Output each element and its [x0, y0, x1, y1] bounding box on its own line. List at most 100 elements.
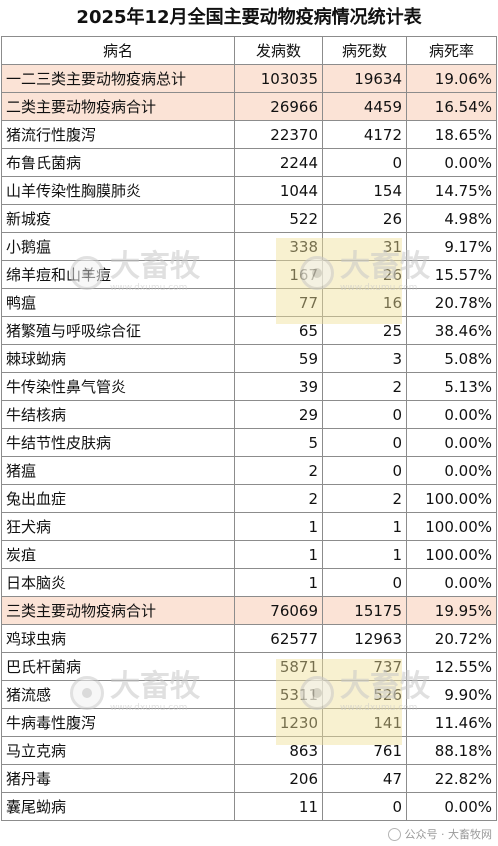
- cases-cell: 22370: [234, 120, 323, 149]
- cases-cell: 39: [234, 372, 323, 401]
- cases-cell: 522: [234, 204, 323, 233]
- disease-name-cell: 牛结节性皮肤病: [1, 428, 235, 457]
- disease-name-cell: 炭疽: [1, 540, 235, 569]
- deaths-cell: 1: [322, 540, 407, 569]
- table-row: 棘球蚴病 59 3 5.08%: [1, 344, 497, 373]
- disease-name-cell: 鸡球虫病: [1, 624, 235, 653]
- disease-name-cell: 猪流感: [1, 680, 235, 709]
- deaths-cell: 0: [322, 456, 407, 485]
- table-row: 绵羊痘和山羊痘 167 26 15.57%: [1, 260, 497, 289]
- deaths-cell: 154: [322, 176, 407, 205]
- disease-name-cell: 猪流行性腹泻: [1, 120, 235, 149]
- disease-name-cell: 山羊传染性胸膜肺炎: [1, 176, 235, 205]
- cases-cell: 1: [234, 540, 323, 569]
- table-row: 囊尾蚴病 11 0 0.00%: [1, 792, 497, 821]
- table-row: 猪流感 5311 526 9.90%: [1, 680, 497, 709]
- death-rate-cell: 9.90%: [406, 680, 497, 709]
- table-row: 巴氏杆菌病 5871 737 12.55%: [1, 652, 497, 681]
- death-rate-cell: 15.57%: [406, 260, 497, 289]
- death-rate-cell: 100.00%: [406, 540, 497, 569]
- cases-cell: 76069: [234, 596, 323, 625]
- header-row: 病名 发病数 病死数 病死率: [1, 36, 497, 65]
- deaths-cell: 0: [322, 568, 407, 597]
- header-deaths: 病死数: [322, 36, 407, 65]
- death-rate-cell: 18.65%: [406, 120, 497, 149]
- deaths-cell: 0: [322, 148, 407, 177]
- deaths-cell: 526: [322, 680, 407, 709]
- deaths-cell: 4459: [322, 92, 407, 121]
- death-rate-cell: 100.00%: [406, 512, 497, 541]
- cases-cell: 5871: [234, 652, 323, 681]
- table-row: 日本脑炎 1 0 0.00%: [1, 568, 497, 597]
- disease-name-cell: 牛传染性鼻气管炎: [1, 372, 235, 401]
- table-row: 小鹅瘟 338 31 9.17%: [1, 232, 497, 261]
- table-title: 2025年12月全国主要动物疫病情况统计表: [76, 7, 422, 28]
- death-rate-cell: 16.54%: [406, 92, 497, 121]
- deaths-cell: 2: [322, 372, 407, 401]
- table-row: 炭疽 1 1 100.00%: [1, 540, 497, 569]
- deaths-cell: 3: [322, 344, 407, 373]
- table-row: 牛结核病 29 0 0.00%: [1, 400, 497, 429]
- cases-cell: 11: [234, 792, 323, 821]
- cases-cell: 2: [234, 456, 323, 485]
- disease-name-cell: 棘球蚴病: [1, 344, 235, 373]
- table-row: 三类主要动物疫病合计 76069 15175 19.95%: [1, 596, 497, 625]
- table-row: 一二三类主要动物疫病总计 103035 19634 19.06%: [1, 64, 497, 93]
- disease-name-cell: 三类主要动物疫病合计: [1, 596, 235, 625]
- cases-cell: 167: [234, 260, 323, 289]
- deaths-cell: 15175: [322, 596, 407, 625]
- cases-cell: 77: [234, 288, 323, 317]
- death-rate-cell: 100.00%: [406, 484, 497, 513]
- death-rate-cell: 9.17%: [406, 232, 497, 261]
- disease-name-cell: 猪丹毒: [1, 764, 235, 793]
- disease-name-cell: 小鹅瘟: [1, 232, 235, 261]
- disease-name-cell: 巴氏杆菌病: [1, 652, 235, 681]
- disease-name-cell: 兔出血症: [1, 484, 235, 513]
- death-rate-cell: 4.98%: [406, 204, 497, 233]
- death-rate-cell: 22.82%: [406, 764, 497, 793]
- table-row: 狂犬病 1 1 100.00%: [1, 512, 497, 541]
- death-rate-cell: 19.06%: [406, 64, 497, 93]
- table-row: 布鲁氏菌病 2244 0 0.00%: [1, 148, 497, 177]
- disease-name-cell: 猪瘟: [1, 456, 235, 485]
- cases-cell: 62577: [234, 624, 323, 653]
- deaths-cell: 0: [322, 400, 407, 429]
- disease-name-cell: 牛结核病: [1, 400, 235, 429]
- cases-cell: 1044: [234, 176, 323, 205]
- footer-text: 公众号 · 大畜牧网: [404, 828, 493, 841]
- cases-cell: 59: [234, 344, 323, 373]
- table-row: 鸡球虫病 62577 12963 20.72%: [1, 624, 497, 653]
- death-rate-cell: 0.00%: [406, 792, 497, 821]
- deaths-cell: 141: [322, 708, 407, 737]
- deaths-cell: 0: [322, 792, 407, 821]
- disease-name-cell: 日本脑炎: [1, 568, 235, 597]
- table-row: 猪流行性腹泻 22370 4172 18.65%: [1, 120, 497, 149]
- death-rate-cell: 12.55%: [406, 652, 497, 681]
- death-rate-cell: 5.13%: [406, 372, 497, 401]
- table-row: 新城疫 522 26 4.98%: [1, 204, 497, 233]
- cases-cell: 1: [234, 512, 323, 541]
- cases-cell: 863: [234, 736, 323, 765]
- deaths-cell: 761: [322, 736, 407, 765]
- death-rate-cell: 11.46%: [406, 708, 497, 737]
- table-row: 鸭瘟 77 16 20.78%: [1, 288, 497, 317]
- death-rate-cell: 5.08%: [406, 344, 497, 373]
- disease-table: 病名 发病数 病死数 病死率 一二三类主要动物疫病总计 103035 19634 19…: [1, 36, 497, 821]
- deaths-cell: 26: [322, 204, 407, 233]
- cases-cell: 338: [234, 232, 323, 261]
- table-row: 山羊传染性胸膜肺炎 1044 154 14.75%: [1, 176, 497, 205]
- cases-cell: 29: [234, 400, 323, 429]
- death-rate-cell: 0.00%: [406, 148, 497, 177]
- table-row: 马立克病 863 761 88.18%: [1, 736, 497, 765]
- disease-name-cell: 二类主要动物疫病合计: [1, 92, 235, 121]
- table-row: 牛病毒性腹泻 1230 141 11.46%: [1, 708, 497, 737]
- header-disease-name: 病名: [1, 36, 235, 65]
- source-footer: 公众号 · 大畜牧网: [387, 826, 493, 842]
- cases-cell: 206: [234, 764, 323, 793]
- death-rate-cell: 0.00%: [406, 568, 497, 597]
- disease-name-cell: 猪繁殖与呼吸综合征: [1, 316, 235, 345]
- disease-name-cell: 一二三类主要动物疫病总计: [1, 64, 235, 93]
- cases-cell: 2: [234, 484, 323, 513]
- wechat-icon: [387, 827, 401, 841]
- deaths-cell: 2: [322, 484, 407, 513]
